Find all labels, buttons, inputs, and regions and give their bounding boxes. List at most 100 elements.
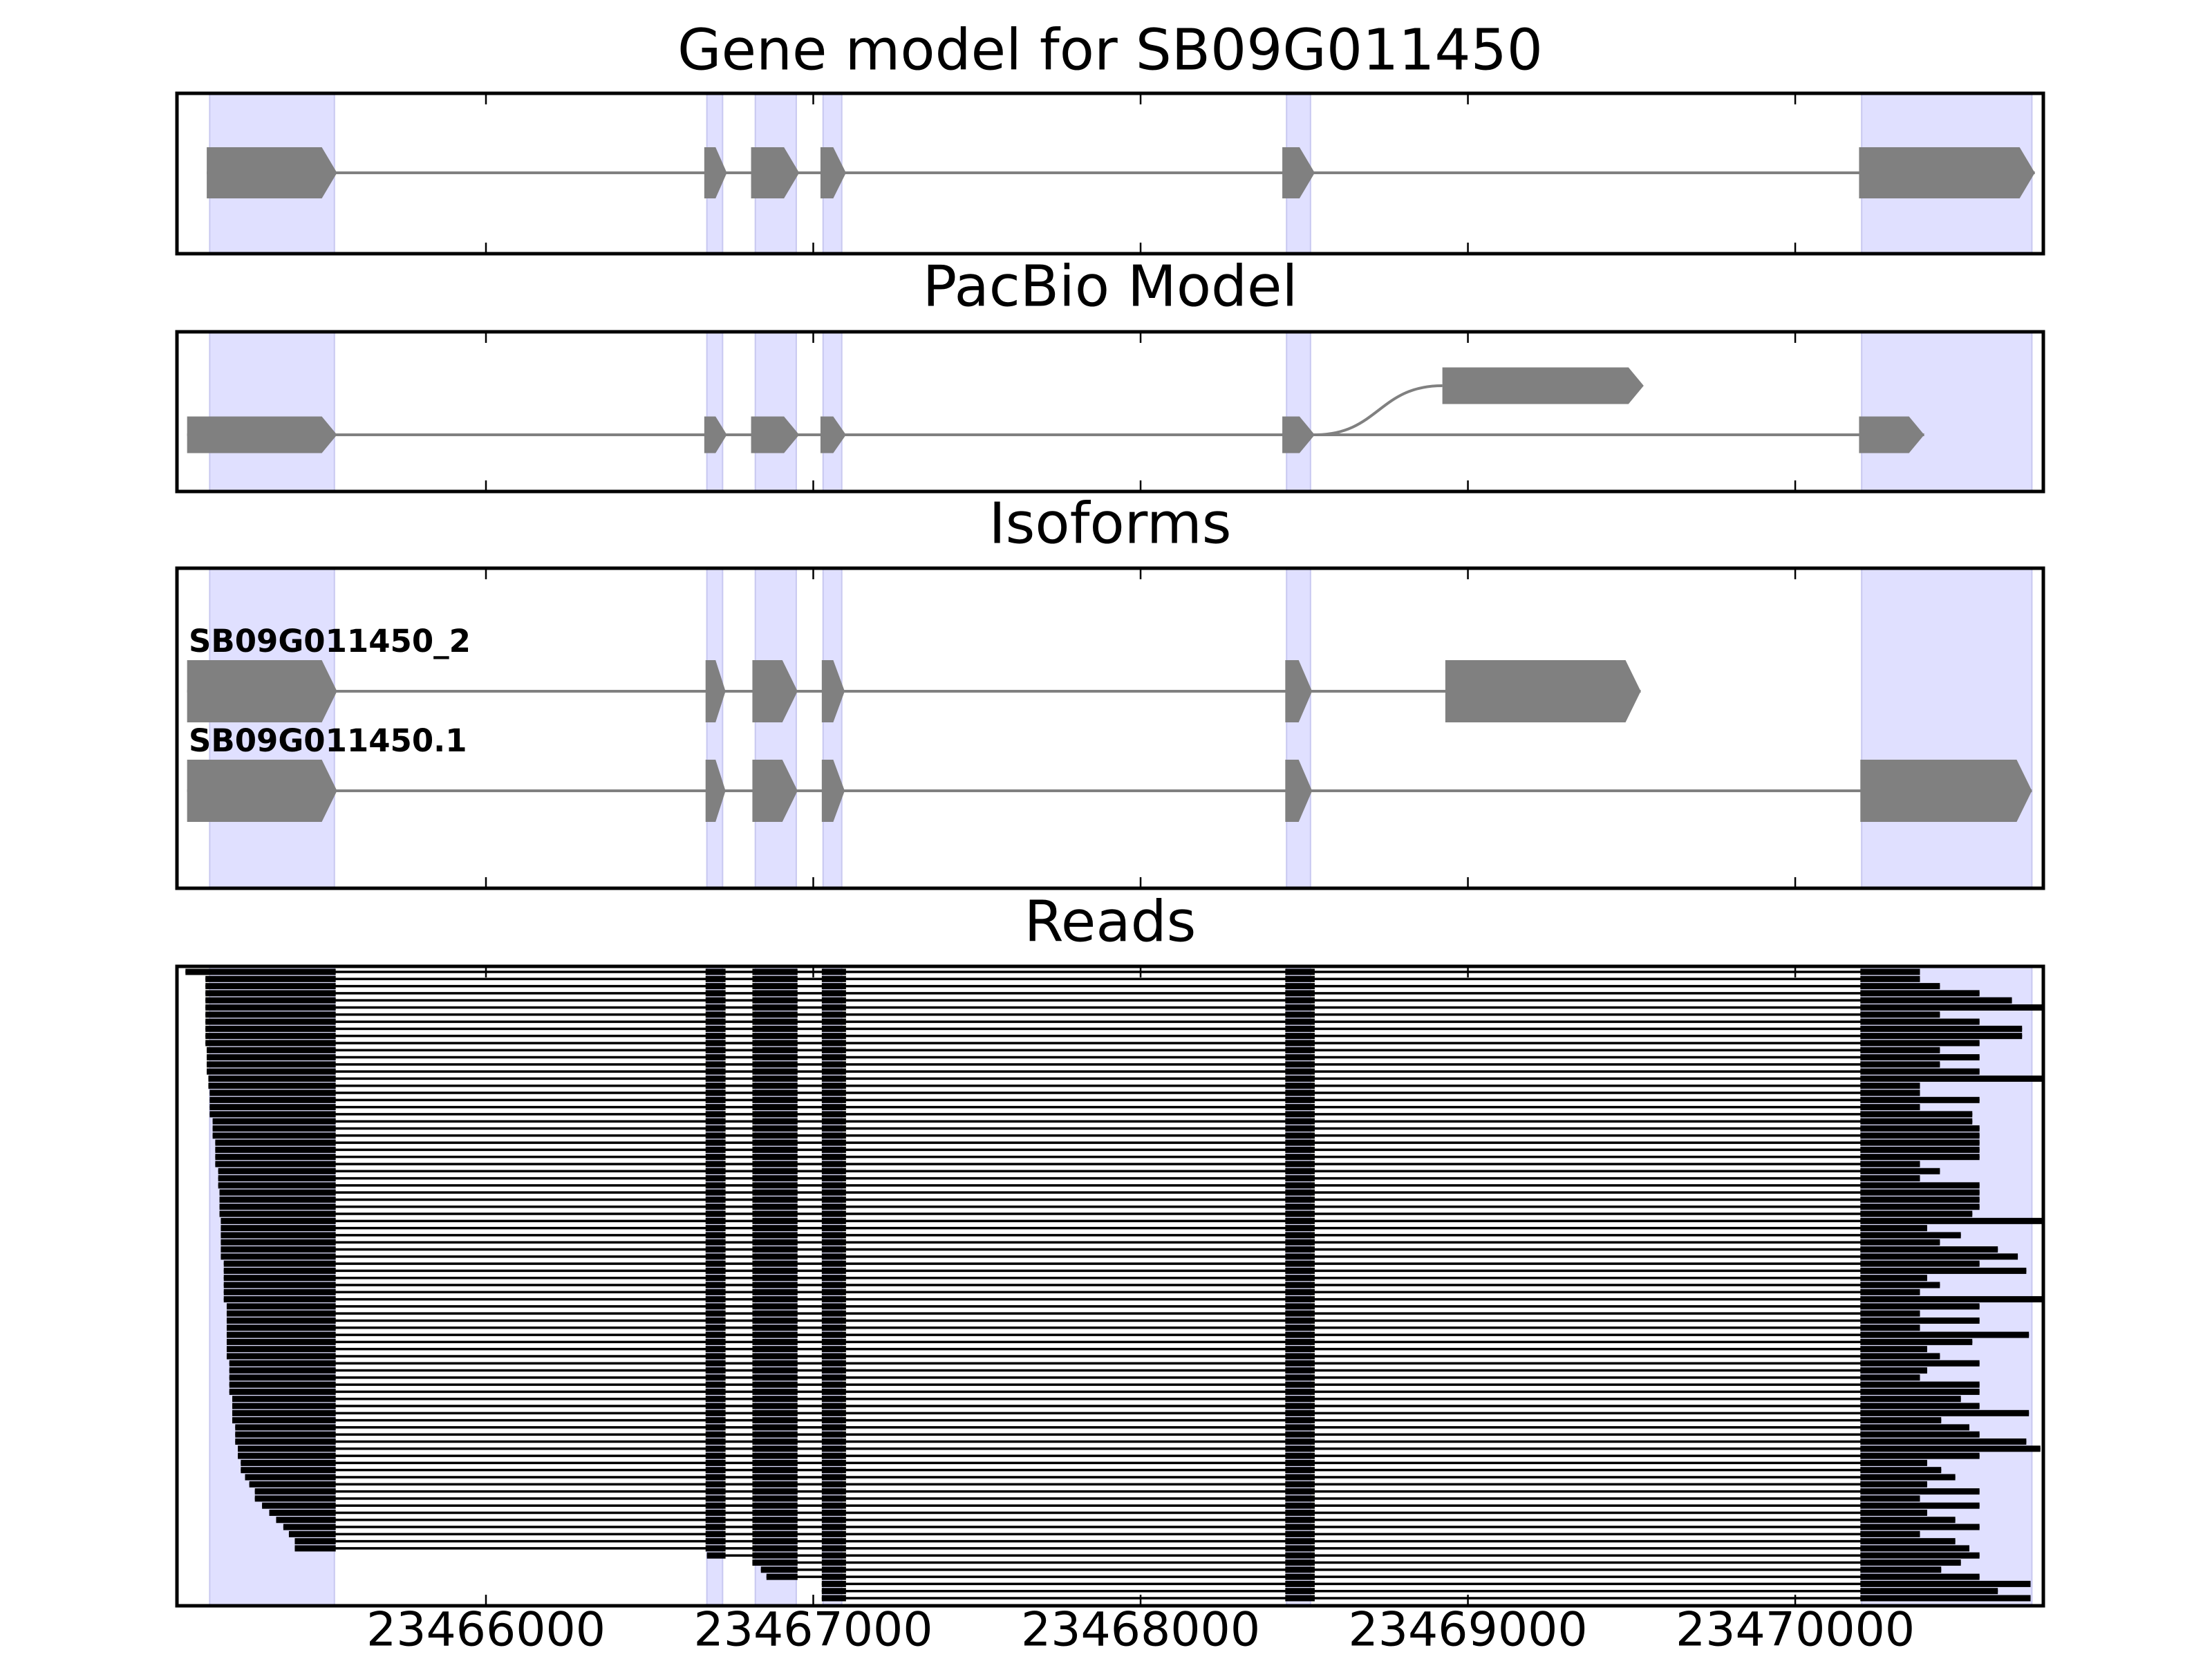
read-block	[752, 1396, 798, 1403]
read-block	[821, 1530, 846, 1537]
exon-block	[1285, 660, 1313, 722]
read-block	[752, 1317, 798, 1324]
exon-block	[752, 660, 798, 722]
read-block	[1860, 1168, 1940, 1174]
exon-block	[705, 660, 726, 722]
read-block	[752, 1310, 798, 1317]
read-block	[752, 1353, 798, 1360]
read-block	[821, 1239, 846, 1246]
read-block	[1285, 1388, 1315, 1395]
read-block	[254, 1488, 336, 1495]
read-block	[821, 1324, 846, 1331]
read-block	[705, 1239, 726, 1246]
read-block	[229, 1367, 336, 1374]
read-block	[752, 1111, 798, 1118]
read-block	[752, 1196, 798, 1203]
read-block	[1285, 1502, 1315, 1509]
read-block	[752, 997, 798, 1004]
read-block	[705, 1388, 726, 1395]
read-block	[821, 1495, 846, 1502]
read-block	[752, 1125, 798, 1132]
read-block	[1285, 1431, 1315, 1438]
read-block	[752, 1331, 798, 1338]
shaded-region	[1861, 331, 2033, 492]
read-block	[1285, 1267, 1315, 1274]
x-tick-label: 23468000	[1021, 1603, 1260, 1658]
read-block	[1860, 1331, 2030, 1338]
read-block	[249, 1481, 336, 1488]
read-block	[705, 990, 726, 997]
read-block	[226, 1303, 336, 1310]
exon-block	[1282, 147, 1315, 198]
read-block	[752, 1452, 798, 1459]
read-block	[821, 1011, 846, 1018]
read-block	[1860, 1246, 1998, 1253]
read-block	[226, 1324, 336, 1331]
read-block	[760, 1566, 798, 1573]
exon-block	[704, 147, 727, 198]
read-block	[766, 1573, 798, 1580]
read-block	[752, 1445, 798, 1452]
x-tick-label: 23470000	[1676, 1603, 1915, 1658]
read-block	[1285, 1530, 1315, 1537]
read-block	[219, 1189, 336, 1196]
read-block	[752, 1018, 798, 1025]
read-block	[752, 1381, 798, 1388]
read-block	[705, 1082, 726, 1089]
read-block	[1285, 1082, 1315, 1089]
panel-title: Isoforms	[989, 491, 1232, 556]
read-block	[705, 1275, 726, 1282]
read-block	[705, 1139, 726, 1146]
read-block	[221, 1225, 336, 1232]
read-block	[821, 1346, 846, 1353]
read-block	[752, 1047, 798, 1053]
read-block	[752, 1068, 798, 1075]
read-block	[752, 1303, 798, 1310]
read-block	[821, 1125, 846, 1132]
read-block	[821, 1303, 846, 1310]
read-block	[1285, 1445, 1315, 1452]
read-block	[705, 1260, 726, 1267]
read-block	[705, 1033, 726, 1040]
read-block	[1860, 1025, 2023, 1032]
read-block	[1285, 1296, 1315, 1303]
read-block	[752, 1061, 798, 1068]
read-block	[705, 975, 726, 982]
read-block	[821, 1075, 846, 1082]
read-block	[1860, 1417, 1942, 1424]
read-block	[219, 1210, 336, 1217]
read-block	[185, 968, 336, 975]
read-block	[705, 1459, 726, 1466]
read-block	[1860, 1588, 1998, 1595]
read-block	[821, 1502, 846, 1509]
read-block	[752, 1530, 798, 1537]
panel-title: Reads	[1024, 889, 1197, 955]
read-block	[752, 1182, 798, 1189]
isoform-label: SB09G011450.1	[189, 722, 467, 759]
read-block	[1860, 1353, 1940, 1360]
read-block	[821, 1595, 846, 1602]
read-block	[752, 1431, 798, 1438]
read-block	[705, 1474, 726, 1481]
read-block	[226, 1317, 336, 1324]
read-block	[226, 1338, 336, 1345]
read-block	[705, 1452, 726, 1459]
read-block	[752, 1267, 798, 1274]
read-block	[205, 1025, 336, 1032]
read-block	[821, 1459, 846, 1466]
read-block	[1860, 1288, 1920, 1295]
read-block	[706, 1552, 726, 1559]
read-block	[752, 1517, 798, 1524]
read-block	[821, 1417, 846, 1424]
read-block	[821, 1004, 846, 1011]
read-block	[1285, 1217, 1315, 1224]
shaded-region	[706, 568, 724, 889]
read-block	[221, 1217, 336, 1224]
read-block	[229, 1360, 336, 1367]
read-block	[1285, 1459, 1315, 1466]
read-block	[207, 1061, 336, 1068]
read-block	[1285, 1260, 1315, 1267]
read-block	[1860, 1282, 1940, 1288]
read-block	[752, 1403, 798, 1409]
read-block	[1860, 968, 1920, 975]
